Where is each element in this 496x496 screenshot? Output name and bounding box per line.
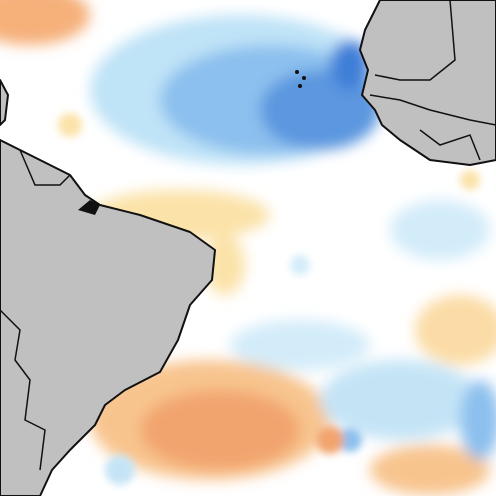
- borders: [0, 0, 496, 471]
- warm-area: [415, 295, 496, 365]
- warm-spot: [316, 426, 344, 454]
- cool-area: [390, 200, 490, 260]
- islands: [78, 70, 306, 215]
- border: [0, 309, 46, 471]
- island: [298, 84, 302, 88]
- africa: [359, 0, 496, 166]
- anomaly-speckle: [58, 113, 480, 485]
- warm-spot: [460, 170, 480, 190]
- south-america: [0, 139, 216, 496]
- cool-area: [460, 380, 496, 460]
- cool-spot: [290, 255, 310, 275]
- warm-spot: [58, 113, 82, 137]
- warm-area: [0, 0, 90, 45]
- border: [369, 94, 496, 126]
- cool-spot: [338, 428, 362, 452]
- island: [302, 76, 306, 80]
- cool-area: [320, 360, 480, 440]
- warm-area: [370, 445, 490, 495]
- warm-area: [140, 390, 300, 470]
- border: [374, 0, 456, 81]
- border: [19, 149, 71, 186]
- border: [419, 129, 481, 161]
- island: [295, 70, 299, 74]
- island: [78, 200, 100, 215]
- cool-spot: [105, 455, 135, 485]
- cool-area: [230, 320, 370, 370]
- land-fragment: [0, 79, 9, 126]
